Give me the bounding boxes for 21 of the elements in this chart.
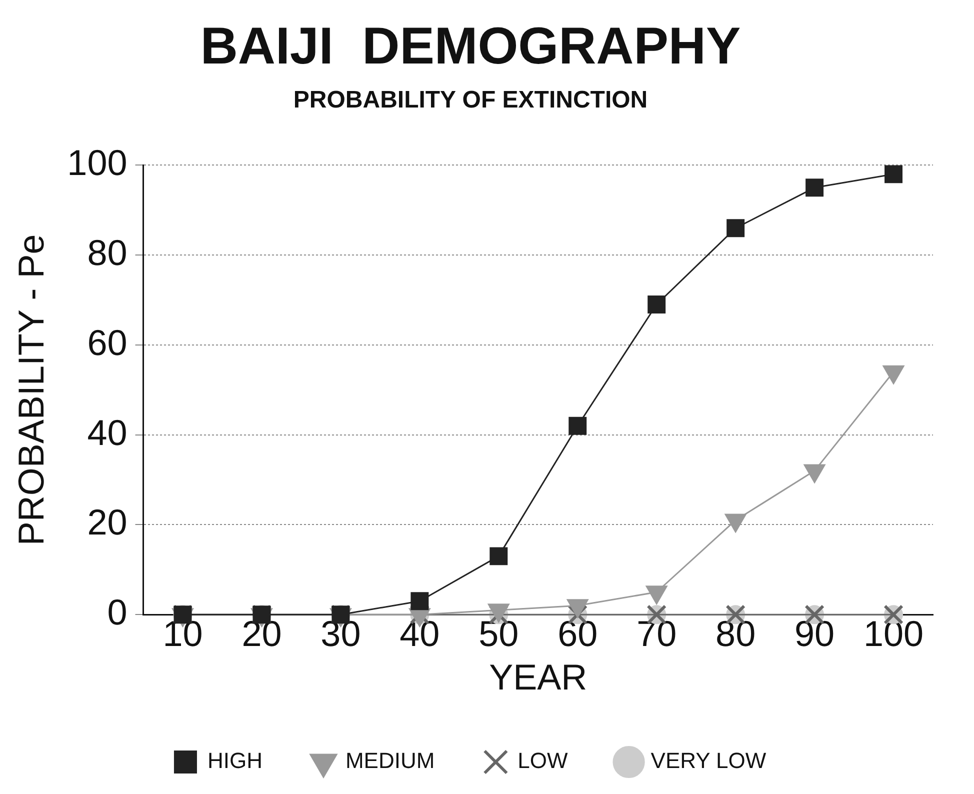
legend-label: HIGH (207, 748, 262, 774)
legend-label: LOW (518, 748, 568, 774)
x-tick-label: 10 (162, 613, 203, 654)
x-tick-label: 100 (863, 613, 924, 654)
legend-label: VERY LOW (650, 748, 766, 774)
y-tick-label: 60 (87, 322, 128, 363)
y-tick-label: 20 (87, 502, 128, 543)
x-tick-label: 50 (478, 613, 519, 654)
legend-label: MEDIUM (345, 748, 435, 774)
y-tick-label: 80 (87, 232, 128, 273)
y-axis-title: PROBABILITY - Pe (10, 234, 52, 546)
x-tick-label: 60 (558, 613, 598, 654)
chart-title: BAIJI DEMOGRAPHY (200, 18, 741, 76)
y-tick-label: 0 (107, 592, 128, 633)
y-tick-label: 100 (67, 142, 128, 184)
x-tick-label: 80 (716, 613, 756, 654)
y-tick-label: 40 (87, 412, 128, 453)
x-tick-label: 90 (794, 613, 835, 654)
x-axis-title: YEAR (489, 656, 588, 698)
x-tick-label: 30 (320, 613, 361, 654)
chart-subtitle: PROBABILITY OF EXTINCTION (293, 86, 648, 114)
